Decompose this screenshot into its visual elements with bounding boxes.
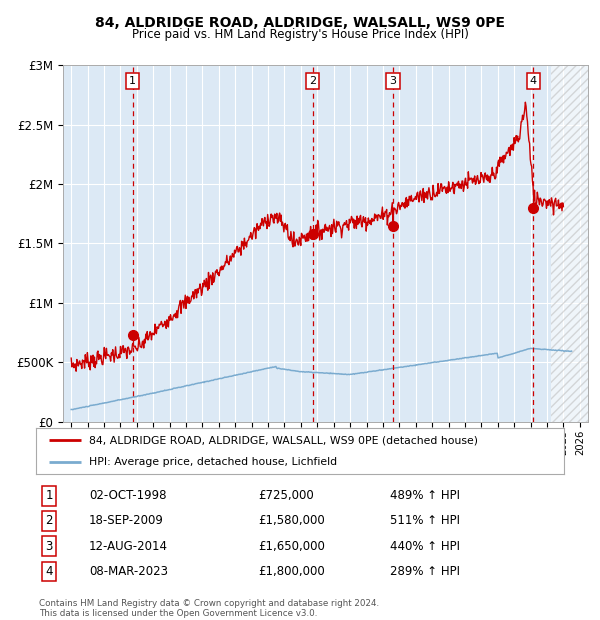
Text: 84, ALDRIDGE ROAD, ALDRIDGE, WALSALL, WS9 0PE: 84, ALDRIDGE ROAD, ALDRIDGE, WALSALL, WS…	[95, 16, 505, 30]
Text: £1,580,000: £1,580,000	[258, 515, 325, 528]
Text: Price paid vs. HM Land Registry's House Price Index (HPI): Price paid vs. HM Land Registry's House …	[131, 28, 469, 41]
Text: 440% ↑ HPI: 440% ↑ HPI	[390, 540, 460, 552]
Bar	[551, 65, 588, 422]
Text: 4: 4	[46, 565, 53, 578]
Text: 3: 3	[389, 76, 397, 86]
Text: 4: 4	[530, 76, 537, 86]
Text: £1,800,000: £1,800,000	[258, 565, 325, 578]
Text: 02-OCT-1998: 02-OCT-1998	[89, 489, 166, 502]
Text: 2: 2	[46, 515, 53, 528]
Text: 489% ↑ HPI: 489% ↑ HPI	[390, 489, 460, 502]
Text: £725,000: £725,000	[258, 489, 314, 502]
Text: 1: 1	[46, 489, 53, 502]
Text: 84, ALDRIDGE ROAD, ALDRIDGE, WALSALL, WS9 0PE (detached house): 84, ALDRIDGE ROAD, ALDRIDGE, WALSALL, WS…	[89, 435, 478, 445]
Text: 511% ↑ HPI: 511% ↑ HPI	[390, 515, 460, 528]
Text: Contains HM Land Registry data © Crown copyright and database right 2024.
This d: Contains HM Land Registry data © Crown c…	[39, 599, 379, 618]
Text: 289% ↑ HPI: 289% ↑ HPI	[390, 565, 460, 578]
Text: £1,650,000: £1,650,000	[258, 540, 325, 552]
Text: 12-AUG-2014: 12-AUG-2014	[89, 540, 168, 552]
Text: 2: 2	[309, 76, 316, 86]
Text: 3: 3	[46, 540, 53, 552]
Text: 18-SEP-2009: 18-SEP-2009	[89, 515, 164, 528]
Text: 1: 1	[129, 76, 136, 86]
Text: HPI: Average price, detached house, Lichfield: HPI: Average price, detached house, Lich…	[89, 457, 337, 467]
Text: 08-MAR-2023: 08-MAR-2023	[89, 565, 168, 578]
